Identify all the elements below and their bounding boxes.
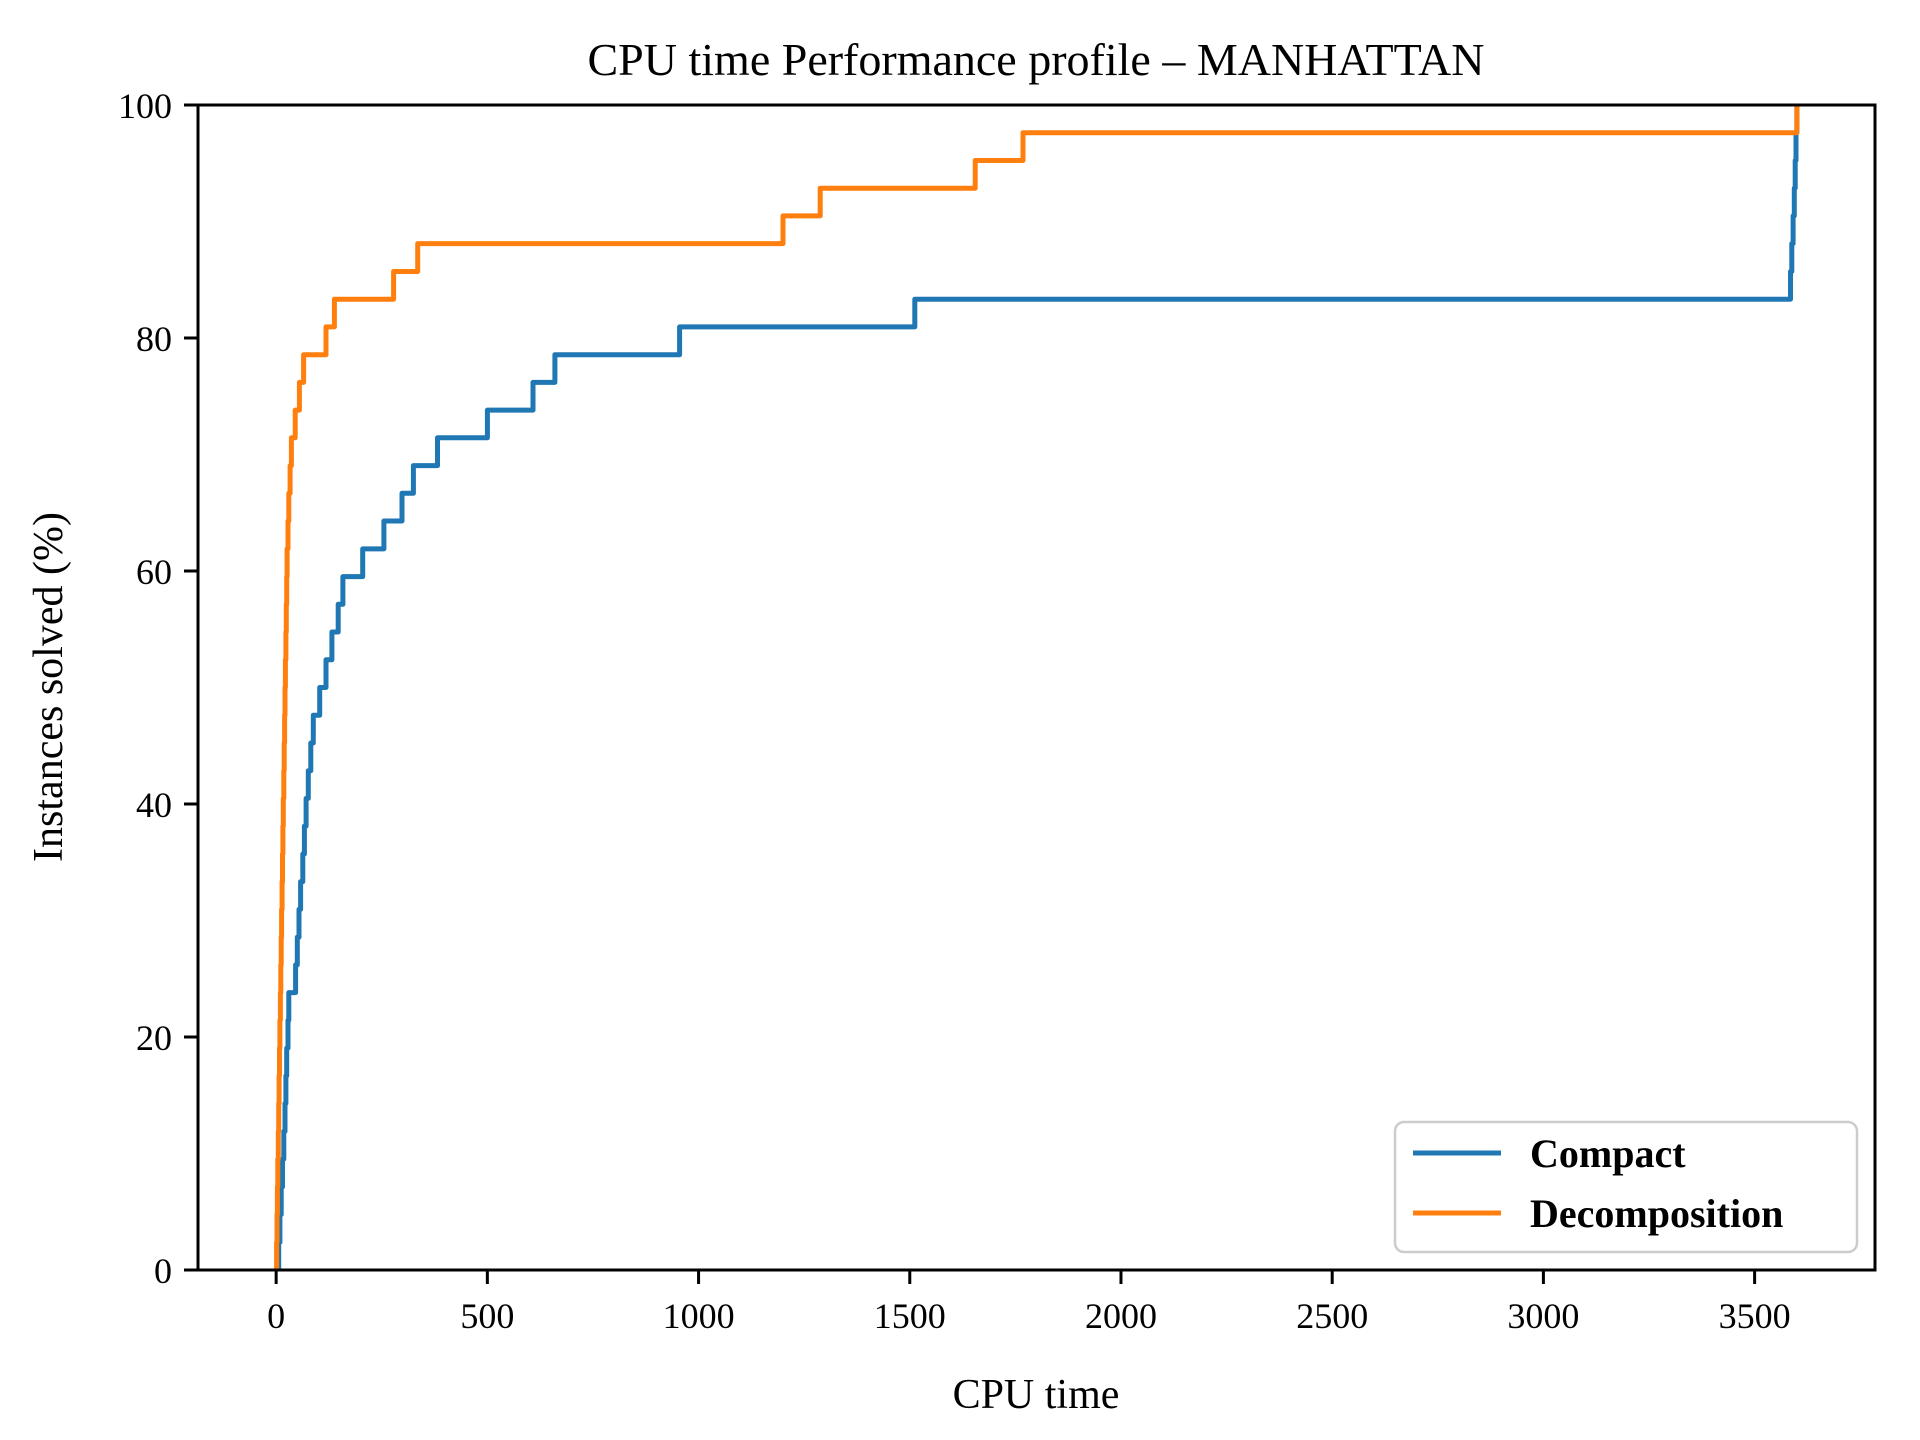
x-tick-label: 1500 [874, 1296, 946, 1336]
legend-box [1393, 1120, 1859, 1254]
series-decomposition [274, 105, 1800, 1270]
y-tick-label: 20 [136, 1018, 172, 1058]
x-tick-label: 3000 [1507, 1296, 1579, 1336]
x-tick-label: 1000 [663, 1296, 735, 1336]
x-tick-label: 2000 [1085, 1296, 1157, 1336]
chart-title: CPU time Performance profile – MANHATTAN [588, 34, 1485, 85]
axis-ticks: 0 500 1000 1500 2000 2500 3000 3500 0 20 40 60 80 100 [118, 86, 1791, 1336]
axes-box [196, 103, 1877, 1272]
legend: Compact Decomposition [1393, 1120, 1859, 1254]
x-axis-label: CPU time [953, 1372, 1120, 1418]
series-compact [276, 105, 1800, 1270]
legend-label-compact: Compact [1530, 1131, 1686, 1176]
x-tick-label: 2500 [1296, 1296, 1368, 1336]
y-tick-label: 100 [118, 86, 172, 126]
y-tick-label: 80 [136, 319, 172, 359]
y-tick-label: 60 [136, 552, 172, 592]
x-tick-label: 0 [267, 1296, 285, 1336]
legend-entry-compact: Compact [1413, 1131, 1686, 1176]
y-axis-label: Instances solved (%) [26, 512, 72, 862]
legend-entry-decomposition: Decomposition [1413, 1191, 1783, 1236]
x-tick-label: 500 [460, 1296, 514, 1336]
series-layer [274, 105, 1800, 1270]
x-tick-label: 3500 [1719, 1296, 1791, 1336]
y-tick-label: 0 [154, 1251, 172, 1291]
legend-label-decomposition: Decomposition [1530, 1191, 1783, 1236]
y-tick-label: 40 [136, 785, 172, 825]
